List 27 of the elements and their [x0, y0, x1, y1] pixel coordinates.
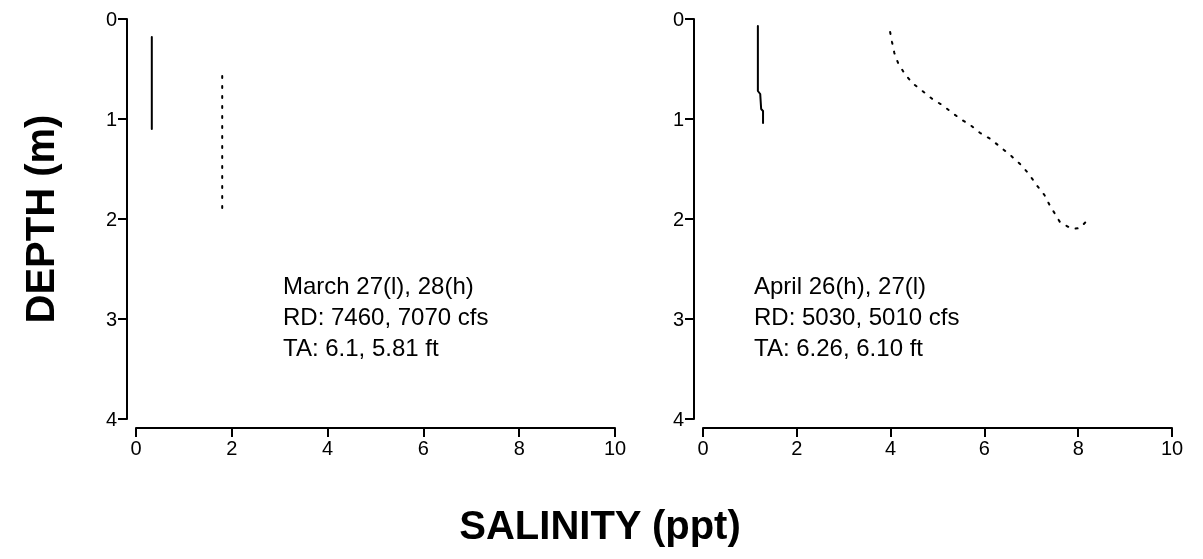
x-tick-label: 0: [130, 437, 142, 459]
y-axis-title: DEPTH (m): [17, 114, 63, 324]
y-tick-label: 3: [672, 308, 684, 330]
y-tick-label: 1: [105, 108, 117, 130]
x-tick-label: 8: [513, 437, 525, 459]
y-tick-label: 3: [105, 308, 117, 330]
x-tick-label: 6: [417, 437, 429, 459]
x-tick-label: 6: [978, 437, 990, 459]
x-tick-label: 4: [885, 437, 897, 459]
y-tick-label: 4: [672, 408, 684, 430]
x-tick-label: 10: [603, 437, 627, 459]
y-tick-label: 0: [105, 8, 117, 30]
x-tick-label: 8: [1072, 437, 1084, 459]
x-tick-label: 2: [226, 437, 238, 459]
line-series: [756, 25, 765, 124]
x-tick-label: 0: [697, 437, 709, 459]
y-tick-label: 2: [672, 208, 684, 230]
x-axis-title: SALINITY (ppt): [459, 502, 741, 548]
y-tick-label: 4: [105, 408, 117, 430]
x-tick-label: 2: [791, 437, 803, 459]
annotation: March 27(l), 28(h) RD: 7460, 7070 cfs TA: 6.1, 5.81 ft: [283, 272, 489, 361]
x-tick-label: 10: [1160, 437, 1184, 459]
x-tick-label: 4: [322, 437, 334, 459]
y-tick-label: 2: [105, 208, 117, 230]
annotation: April 26(h), 27(l) RD: 5030, 5010 cfs TA: 6.26, 6.10 ft: [754, 272, 960, 361]
y-tick-label: 0: [672, 8, 684, 30]
y-tick-label: 1: [672, 108, 684, 130]
